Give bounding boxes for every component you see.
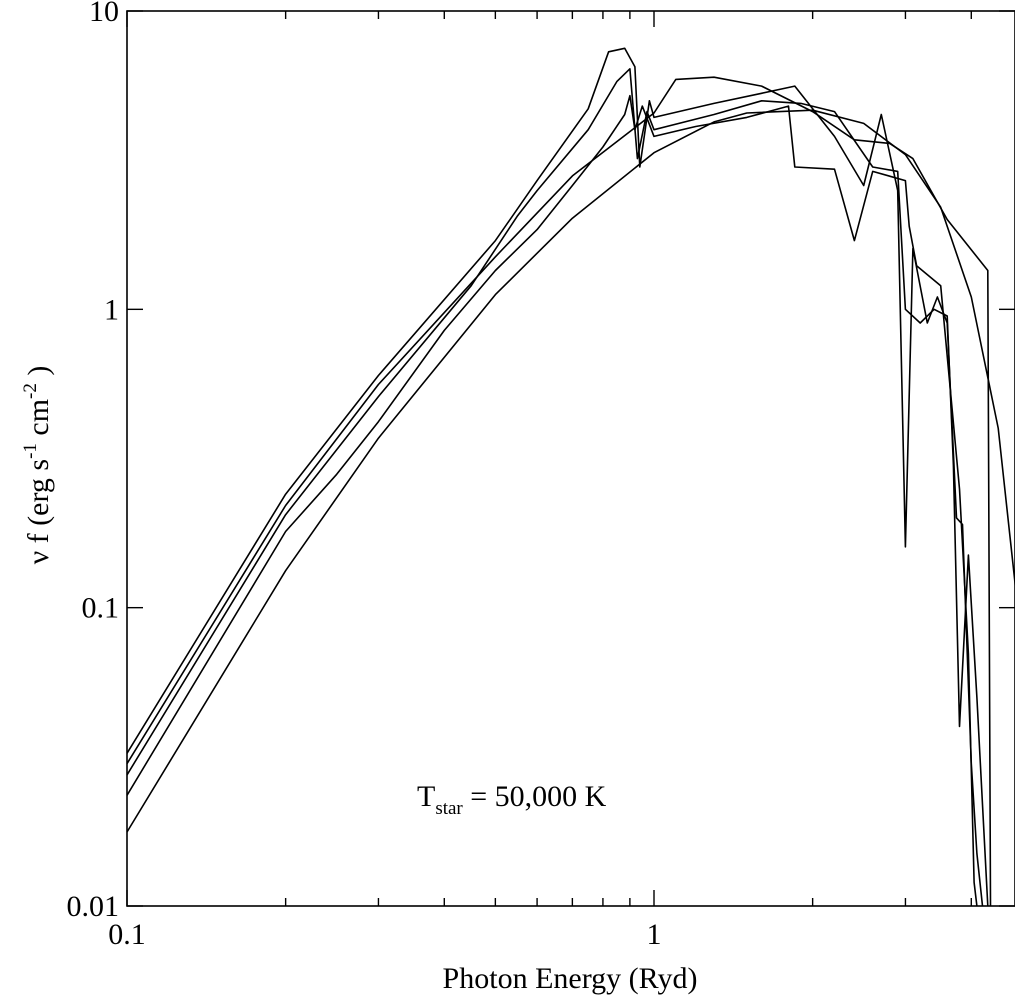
- y-tick-label: 0.01: [67, 890, 120, 923]
- series-line-4: [126, 47, 984, 907]
- y-tick-label: 0.1: [82, 592, 120, 625]
- series-line-2: [126, 94, 978, 907]
- y-axis-label: ν f (erg s-1 cm-2 ): [20, 366, 55, 565]
- series-line-1: [126, 109, 1015, 833]
- y-tick-label: 1: [104, 293, 119, 326]
- y-axis-label-mid: cm: [22, 399, 55, 443]
- series-layer: [126, 47, 1015, 907]
- y-tick-label: 10: [89, 0, 119, 28]
- y-axis-label-sup2: -2: [20, 383, 41, 399]
- x-axis-label: Photon Energy (Ryd): [443, 962, 698, 995]
- axis-ticks: [126, 10, 1015, 907]
- y-axis-label-main: ν f (erg s: [22, 459, 55, 564]
- x-tick-label: 0.1: [108, 918, 146, 951]
- y-axis-label-sup1: -1: [20, 443, 41, 459]
- series-line-5: [126, 76, 992, 907]
- annotation-prefix: T: [417, 780, 435, 813]
- annotation-subscript: star: [435, 798, 463, 819]
- temperature-annotation: Tstar = 50,000 K: [417, 780, 607, 819]
- annotation-suffix: = 50,000 K: [463, 780, 607, 813]
- x-tick-label: 1: [647, 918, 662, 951]
- plot-frame: [126, 10, 1015, 907]
- y-axis-label-end: ): [22, 366, 55, 384]
